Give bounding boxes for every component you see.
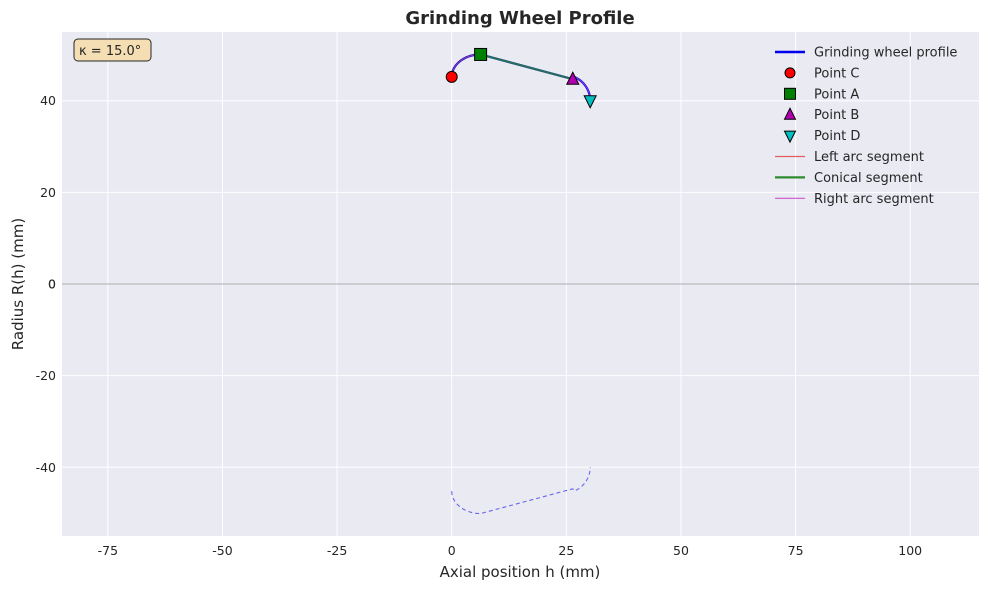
y-tick-label: -40 bbox=[36, 460, 56, 475]
annotation-box bbox=[73, 38, 152, 62]
x-tick-label: -75 bbox=[98, 543, 118, 558]
conical-segment-line bbox=[480, 53, 574, 81]
point-a-marker bbox=[474, 47, 488, 61]
legend-swatch-point-a bbox=[784, 87, 796, 100]
annotation-text: κ = 15.0° bbox=[79, 44, 141, 59]
legend-swatch-point-c bbox=[784, 67, 796, 79]
y-tick-label: 20 bbox=[40, 185, 56, 200]
legend-swatch-point-b bbox=[783, 107, 797, 120]
legend-label-point-d: Point D bbox=[814, 129, 860, 144]
y-tick-label: -20 bbox=[36, 368, 56, 383]
x-axis-label: Axial position h (mm) bbox=[440, 563, 601, 581]
legend: Grinding wheel profile Point C Point A Poin… bbox=[775, 46, 957, 207]
legend-label-point-b: Point B bbox=[814, 108, 859, 123]
mirrored-profile-line bbox=[451, 467, 591, 515]
y-tick-label: 0 bbox=[48, 277, 56, 292]
legend-swatch-point-d bbox=[783, 130, 797, 144]
legend-label-conical-segment: Conical segment bbox=[814, 171, 923, 186]
legend-label-right-arc-segment: Right arc segment bbox=[814, 192, 934, 207]
x-tick-label: 75 bbox=[788, 543, 804, 558]
x-tick-label: -50 bbox=[212, 543, 232, 558]
x-tick-label: -25 bbox=[327, 543, 347, 558]
y-tick-label: 0 bbox=[48, 277, 56, 292]
legend-label-left-arc-segment: Left arc segment bbox=[814, 150, 924, 165]
point-d-marker bbox=[583, 95, 598, 109]
point-b-marker bbox=[565, 71, 580, 85]
legend-label-grinding-wheel-profile: Grinding wheel profile bbox=[814, 46, 957, 61]
x-tick-label: 25 bbox=[558, 543, 574, 558]
data-layer bbox=[62, 47, 979, 515]
y-tick-label: 40 bbox=[40, 93, 56, 108]
x-tick-label: 100 bbox=[898, 543, 922, 558]
legend-label-point-a: Point A bbox=[814, 87, 859, 102]
x-tick-label: 0 bbox=[448, 543, 456, 558]
legend-label-point-c: Point C bbox=[814, 66, 860, 81]
point-c-marker bbox=[445, 70, 458, 83]
chart-title: Grinding Wheel Profile bbox=[405, 8, 634, 29]
x-tick-label: 50 bbox=[673, 543, 689, 558]
y-axis-label: Radius R(h) (mm) bbox=[9, 218, 27, 350]
kappa-annotation: κ = 15.0° bbox=[73, 38, 152, 62]
